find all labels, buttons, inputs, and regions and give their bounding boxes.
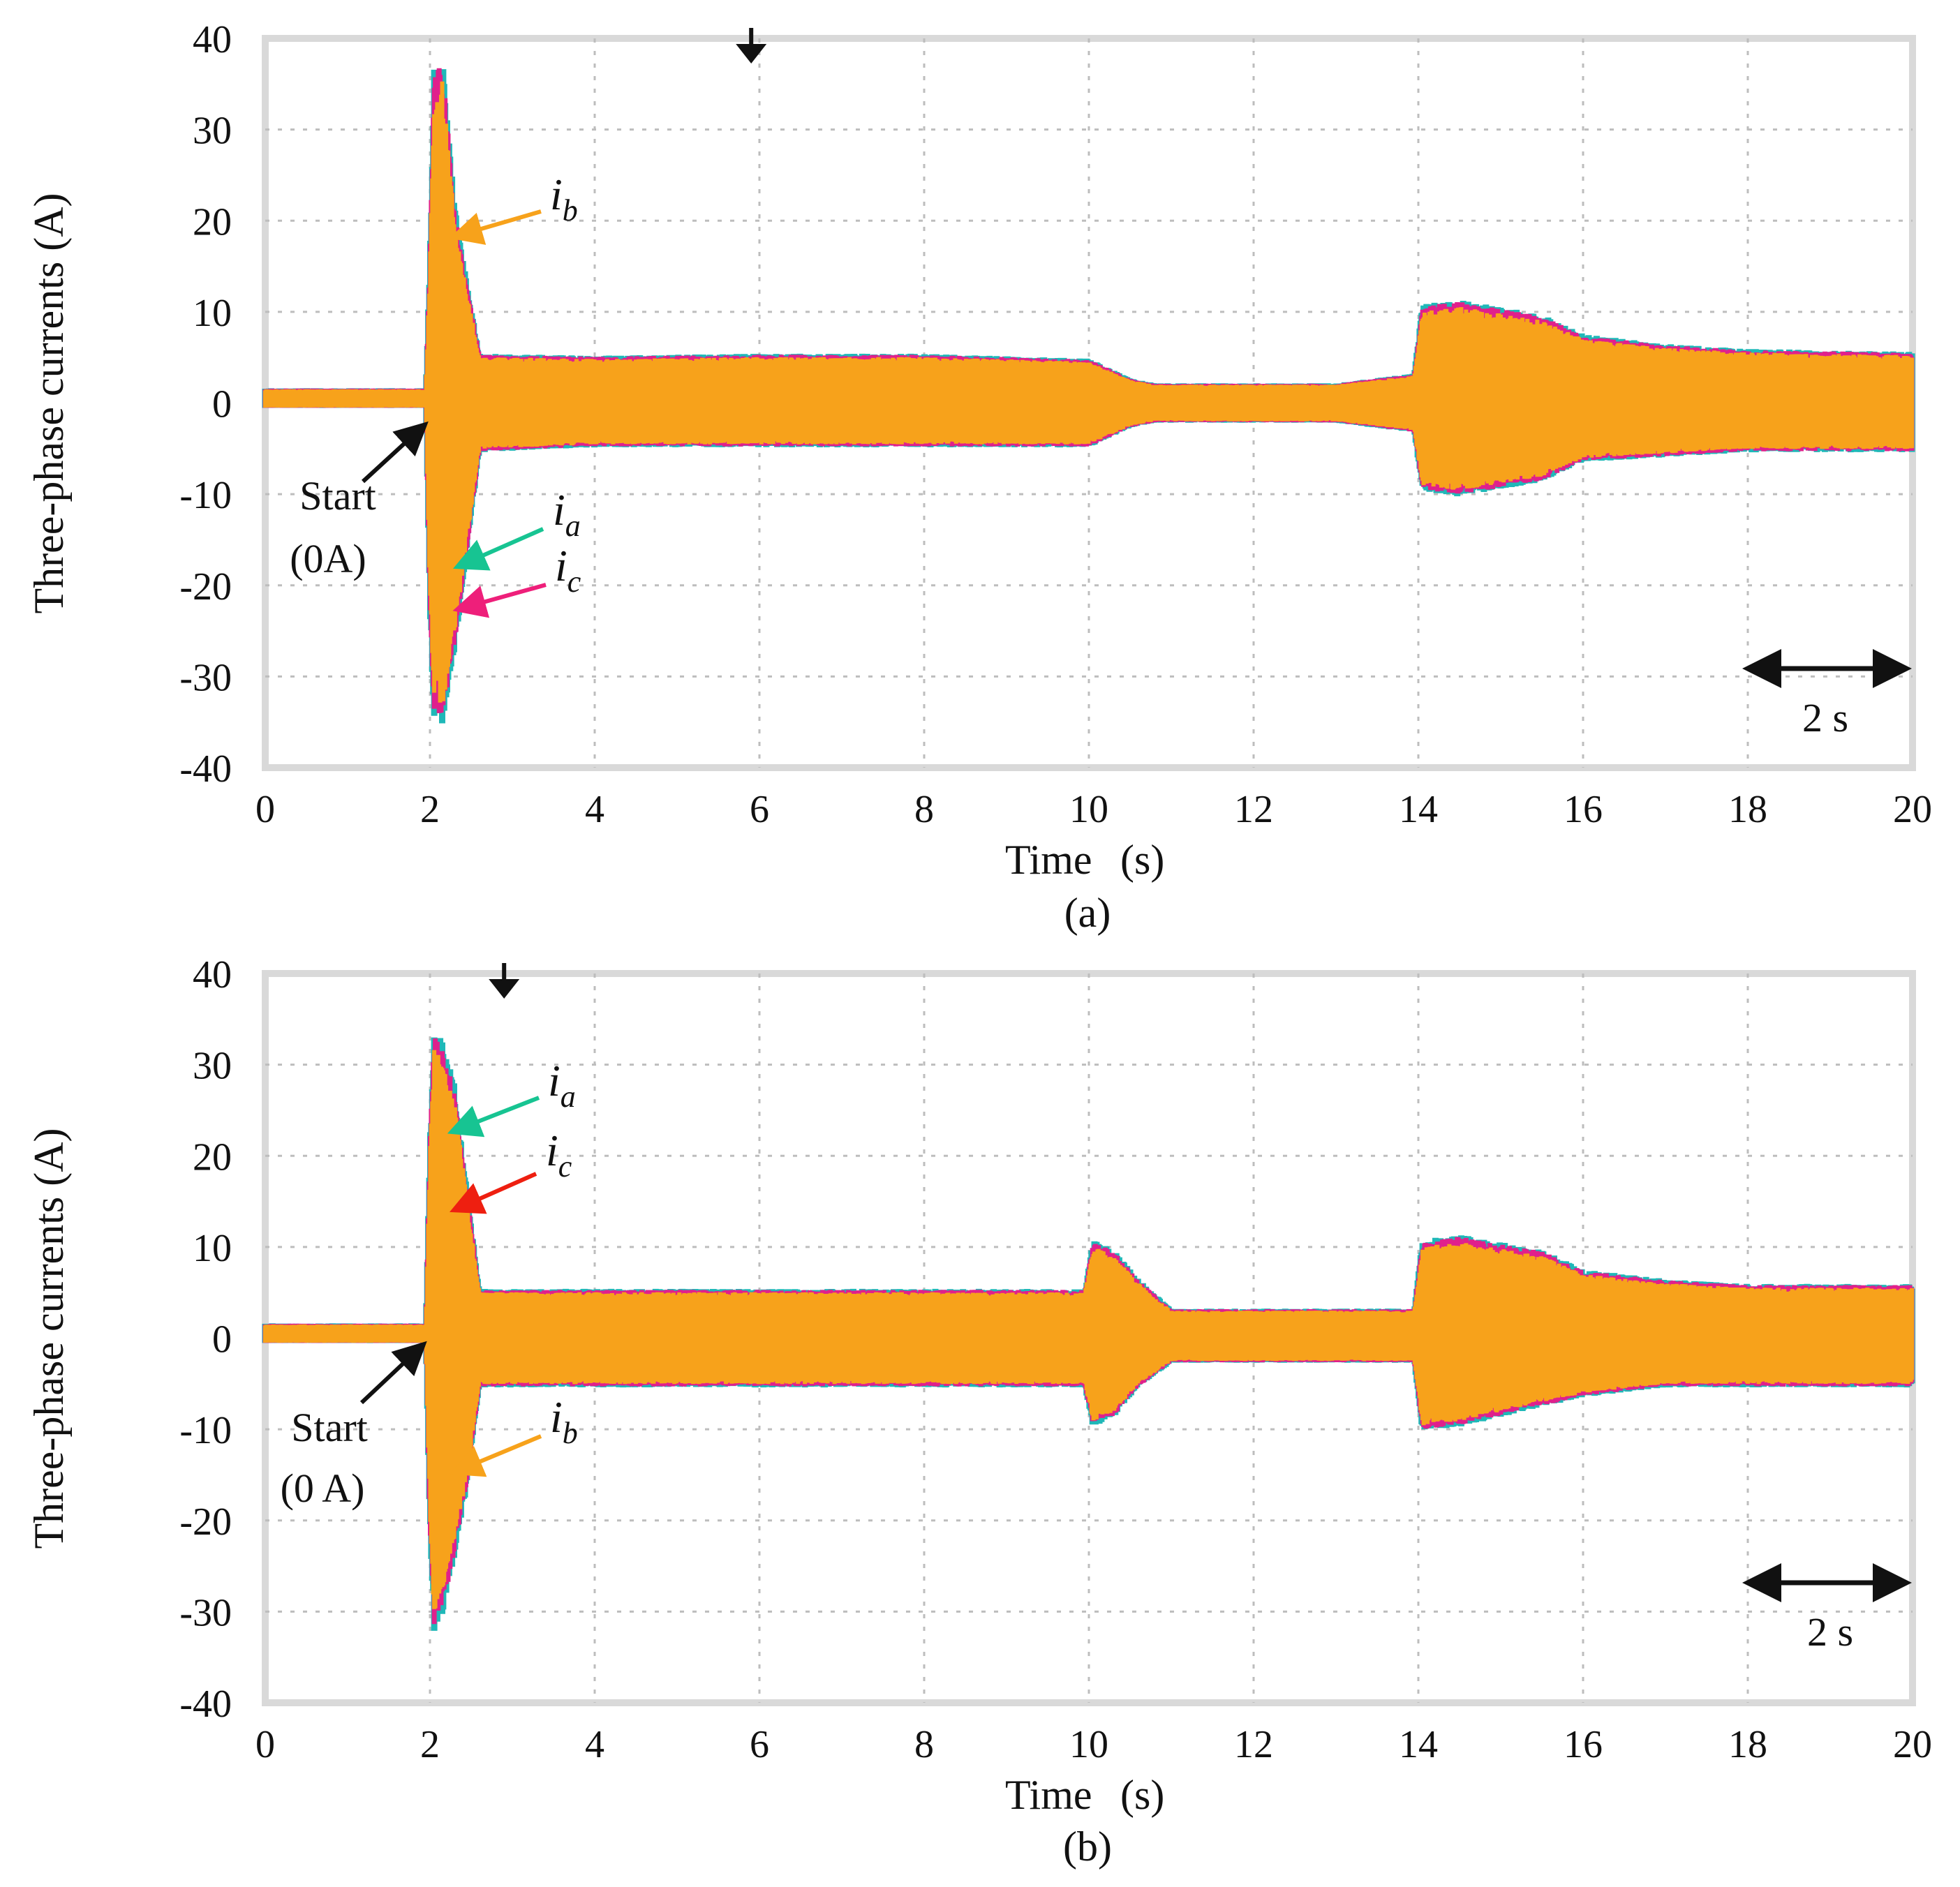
- x-tick-a-6: 12: [1234, 788, 1273, 831]
- start-arrow-a: [361, 421, 429, 484]
- y-tick-labels-b: 40 30 20 10 0 -10 -20 -30 -40: [179, 953, 232, 1726]
- x-tick-a-1: 2: [420, 788, 440, 831]
- x-axis-unit-a: (s): [1120, 837, 1164, 883]
- panel-label-a: (a): [1064, 890, 1111, 936]
- x-axis-title-b: Time: [1005, 1772, 1092, 1818]
- label-ib-b: ib: [550, 1392, 578, 1450]
- trigger-head-a: [736, 44, 767, 64]
- y-axis-title-a: Three-phase currents (A): [26, 193, 72, 613]
- start-label-line2-a: (0A): [290, 536, 366, 581]
- x-tick-b-6: 12: [1234, 1723, 1273, 1766]
- y-tick-b-1: 30: [193, 1045, 232, 1088]
- label-ia-a: ia: [553, 485, 581, 543]
- y-tick-a-8: -40: [179, 747, 232, 791]
- y-tick-b-3: 10: [193, 1227, 232, 1270]
- y-tick-b-2: 20: [193, 1135, 232, 1179]
- x-tick-b-3: 6: [750, 1723, 769, 1766]
- y-axis-title-b: Three-phase currents (A): [26, 1128, 72, 1549]
- x-tick-a-8: 16: [1564, 788, 1603, 831]
- label-ia-b: ia: [548, 1056, 576, 1114]
- scale-label-b: 2 s: [1807, 1609, 1853, 1655]
- x-tick-b-1: 2: [420, 1723, 440, 1766]
- panel-label-b: (b): [1063, 1823, 1112, 1870]
- arrow-ic-b: [450, 1172, 537, 1214]
- x-tick-b-7: 14: [1399, 1723, 1438, 1766]
- arrow-ic-a: [452, 583, 547, 618]
- x-tick-b-9: 18: [1728, 1723, 1767, 1766]
- x-tick-b-4: 8: [914, 1723, 934, 1766]
- x-tick-b-5: 10: [1069, 1723, 1108, 1766]
- x-tick-b-0: 0: [255, 1723, 275, 1766]
- label-ic-a: ic: [555, 541, 581, 599]
- trigger-marker-b: [489, 963, 520, 999]
- trace-ib-a: [263, 81, 1915, 703]
- waveform-b: [262, 1037, 1915, 1631]
- y-tick-b-5: -10: [179, 1409, 232, 1452]
- x-axis-title-a: Time: [1005, 837, 1092, 883]
- x-tick-a-7: 14: [1399, 788, 1438, 831]
- y-tick-b-0: 40: [193, 953, 232, 997]
- label-ic-b: ic: [546, 1126, 572, 1184]
- series-ib-a: [263, 81, 1915, 703]
- y-tick-a-6: -20: [179, 565, 232, 609]
- arrow-ia-b: [447, 1096, 540, 1138]
- x-tick-labels-b: 0 2 4 6 8 10 12 14 16 18 20: [255, 1723, 1932, 1766]
- chart-panel-a: 0 2 4 6 8 10 12 14 16 18 20 40 30 20 10 0 -10 -20 -30 -40 …: [0, 0, 1960, 942]
- trace-ib-b: [263, 1050, 1915, 1609]
- start-arrow-b: [359, 1341, 427, 1405]
- x-tick-b-2: 4: [585, 1723, 604, 1766]
- chart-b-svg: 0 2 4 6 8 10 12 14 16 18 20 403020100-10-20-30-40 …: [26, 953, 1932, 1870]
- y-tick-a-5: -10: [179, 474, 232, 517]
- x-tick-labels-a: 0 2 4 6 8 10 12 14 16 18 20: [255, 788, 1932, 831]
- start-label-line2-b: (0 A): [281, 1465, 365, 1511]
- y-tick-b-7: -30: [179, 1591, 232, 1634]
- y-tick-a-3: 10: [193, 292, 232, 335]
- x-tick-a-4: 8: [914, 788, 934, 831]
- chart-a-svg: 0 2 4 6 8 10 12 14 16 18 20 403020100-10-20-30-40 …: [26, 18, 1932, 936]
- y-tick-a-0: 40: [193, 18, 232, 61]
- y-tick-b-4: 0: [212, 1318, 232, 1362]
- x-tick-a-2: 4: [585, 788, 604, 831]
- x-tick-b-10: 20: [1893, 1723, 1932, 1766]
- start-label-line1-b: Start: [291, 1405, 368, 1450]
- arrow-ib-b: [449, 1434, 542, 1477]
- y-tick-a-1: 30: [193, 110, 232, 153]
- x-tick-a-3: 6: [750, 788, 769, 831]
- x-tick-a-10: 20: [1893, 788, 1932, 831]
- y-tick-a-2: 20: [193, 200, 232, 244]
- scale-label-a: 2 s: [1802, 695, 1848, 740]
- y-tick-a-4: 0: [212, 383, 232, 426]
- x-tick-b-8: 16: [1564, 1723, 1603, 1766]
- waveform-a: [262, 68, 1915, 724]
- x-tick-a-5: 10: [1069, 788, 1108, 831]
- y-tick-a-7: -30: [179, 656, 232, 699]
- x-tick-a-9: 18: [1728, 788, 1767, 831]
- y-tick-b-6: -20: [179, 1500, 232, 1544]
- chart-panel-b: 0 2 4 6 8 10 12 14 16 18 20 40 30 20 10 0 -10 -20 -30 -40 …: [0, 935, 1960, 1877]
- arrow-ib-a: [449, 209, 542, 245]
- trigger-marker-a: [736, 28, 767, 64]
- label-ib-a: ib: [550, 170, 578, 228]
- y-tick-labels-a: 40 30 20 10 0 -10 -20 -30 -40: [179, 18, 232, 791]
- arrow-ia-a: [453, 527, 544, 571]
- trigger-head-b: [489, 979, 520, 999]
- series-ib-b: [263, 1050, 1915, 1609]
- x-tick-a-0: 0: [255, 788, 275, 831]
- y-tick-b-8: -40: [179, 1683, 232, 1726]
- x-axis-unit-b: (s): [1120, 1772, 1164, 1818]
